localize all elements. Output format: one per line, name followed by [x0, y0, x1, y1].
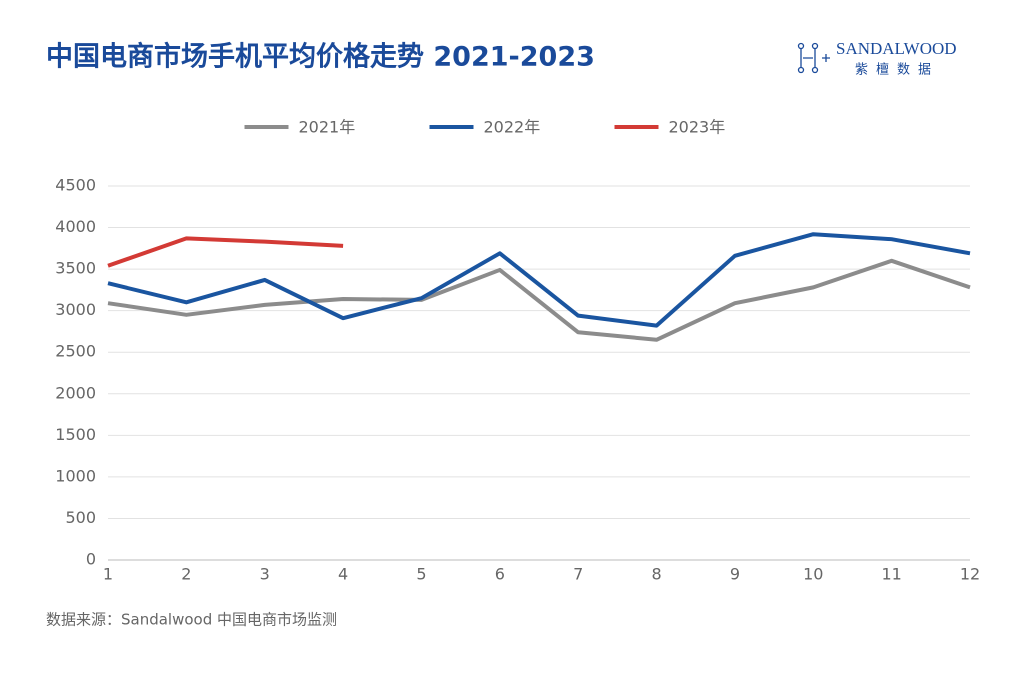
x-tick-label: 4: [338, 565, 348, 584]
logo-dot: [797, 42, 805, 50]
logo-dot: [797, 66, 805, 74]
x-tick-label: 1: [103, 565, 113, 584]
y-tick-label: 1000: [55, 466, 96, 485]
logo-dot: [811, 42, 819, 50]
x-tick-label: 10: [803, 565, 823, 584]
x-tick-label: 9: [730, 565, 740, 584]
brand: SANDALWOOD: [836, 39, 957, 58]
legend-label: 2021年: [299, 118, 356, 137]
series-line: [107, 258, 971, 342]
y-tick-label: 4500: [55, 176, 96, 195]
y-tick-label: 2000: [55, 383, 96, 402]
x-tick-label: 8: [651, 565, 661, 584]
x-tick-label: 5: [416, 565, 426, 584]
series-line: [107, 232, 971, 328]
x-tick-label: 12: [960, 565, 980, 584]
y-tick-label: 3000: [55, 300, 96, 319]
y-tick-label: 500: [65, 508, 96, 527]
logo-lines: [800, 48, 830, 68]
y-tick-label: 0: [86, 550, 96, 569]
chart-title: 中国电商市场手机平均价格走势 2021-2023: [46, 41, 595, 73]
y-tick-label: 2500: [55, 342, 96, 361]
x-tick-label: 2: [181, 565, 191, 584]
x-tick-label: 3: [260, 565, 270, 584]
y-tick-label: 1500: [55, 425, 96, 444]
y-tick-label: 4000: [55, 217, 96, 236]
y-tick-label: 3500: [55, 259, 96, 278]
x-tick-label: 6: [495, 565, 505, 584]
logo-dot: [811, 66, 819, 74]
source: 数据来源：Sandalwood 中国电商市场监测: [46, 611, 337, 629]
legend-label: 2023年: [669, 118, 726, 137]
x-tick-label: 11: [881, 565, 901, 584]
series-line: [107, 236, 344, 268]
logo: [797, 42, 830, 74]
brand-sub: 紫檀数据: [855, 62, 939, 78]
legend-label: 2022年: [484, 118, 541, 137]
x-tick-label: 7: [573, 565, 583, 584]
